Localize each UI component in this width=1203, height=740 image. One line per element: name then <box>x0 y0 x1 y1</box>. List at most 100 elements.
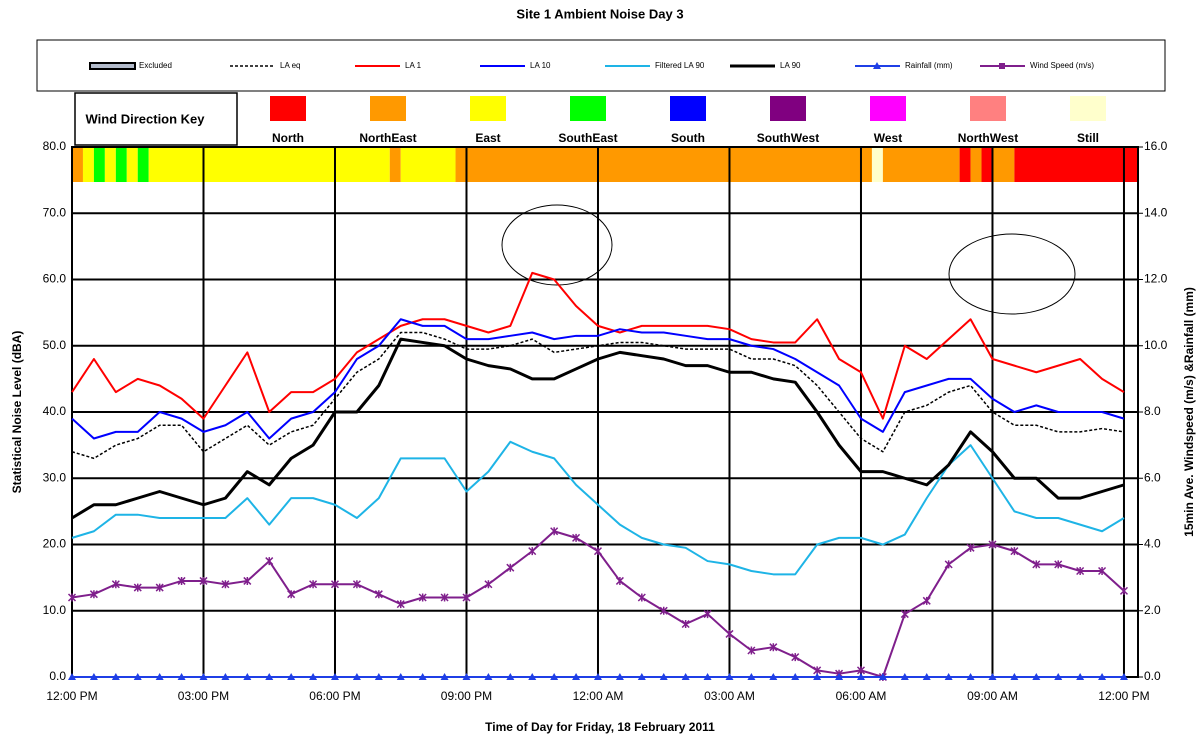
legend-box <box>36 39 1166 92</box>
wind-speed-marker <box>330 580 340 589</box>
wind-speed-marker <box>747 646 756 655</box>
rainfall-marker <box>769 673 778 680</box>
wind-speed-marker <box>352 580 361 589</box>
legend-label: LA 10 <box>530 61 551 70</box>
rainfall-marker <box>922 673 931 680</box>
x-tick-label: 06:00 PM <box>309 689 360 703</box>
wind-speed-marker <box>900 610 909 619</box>
y-tick-label: 30.0 <box>43 470 67 484</box>
wind-direction-segment <box>882 147 960 182</box>
rainfall-marker <box>944 673 953 680</box>
wind-direction-segment <box>992 147 1015 182</box>
rainfall-marker <box>813 673 822 680</box>
y2-tick-label: 2.0 <box>1144 603 1161 617</box>
wind-speed-marker <box>155 583 164 592</box>
rainfall-marker <box>988 673 997 680</box>
legend-marker <box>999 63 1005 69</box>
rainfall-marker <box>681 673 690 680</box>
wind-speed-marker <box>396 600 405 609</box>
wind-speed-marker <box>418 593 427 602</box>
wind-speed-marker <box>506 563 515 572</box>
wind-key-label: SouthWest <box>757 131 819 145</box>
wind-direction-segment <box>72 147 83 182</box>
wind-speed-marker <box>133 583 142 592</box>
wind-key-label: Still <box>1077 131 1099 145</box>
rainfall-marker <box>878 673 887 680</box>
legend-label: Rainfall (mm) <box>905 61 953 70</box>
wind-direction-segment <box>981 147 993 182</box>
y-axis-title: Statistical Noise Level (dBA) <box>10 331 24 494</box>
rainfall-marker <box>462 673 471 680</box>
wind-speed-marker <box>199 576 208 585</box>
wind-key-swatch <box>370 96 406 121</box>
wind-key-swatch <box>570 96 606 121</box>
rainfall-marker <box>396 673 405 680</box>
wind-speed-marker <box>944 560 953 569</box>
wind-key-label: South <box>671 131 705 145</box>
y2-tick-label: 6.0 <box>1144 470 1161 484</box>
x-tick-label: 03:00 PM <box>178 689 229 703</box>
wind-direction-segment <box>389 147 401 182</box>
rainfall-marker <box>111 673 120 680</box>
wind-speed-marker <box>177 576 186 585</box>
rainfall-marker <box>1054 673 1063 680</box>
rainfall-marker <box>1032 673 1041 680</box>
rainfall-marker <box>659 673 668 680</box>
x-axis-title: Time of Day for Friday, 18 February 2011 <box>485 720 715 734</box>
x-tick-label: 12:00 PM <box>46 689 97 703</box>
y-tick-label: 50.0 <box>43 338 67 352</box>
x-tick-label: 12:00 PM <box>1098 689 1149 703</box>
rainfall-marker <box>352 673 361 680</box>
wind-key-label: East <box>475 131 500 145</box>
wind-key-swatch <box>1070 96 1106 121</box>
series-line <box>71 318 1125 440</box>
x-tick-label: 09:00 PM <box>441 689 492 703</box>
wind-speed-marker <box>988 540 997 549</box>
wind-direction-segment <box>1014 147 1138 182</box>
chart-title: Site 1 Ambient Noise Day 3 <box>516 6 683 21</box>
wind-speed-marker <box>637 593 646 602</box>
wind-direction-segment <box>959 147 971 182</box>
annotation-ellipse <box>501 204 613 286</box>
y2-tick-label: 12.0 <box>1144 272 1168 286</box>
rainfall-marker <box>155 673 164 680</box>
wind-direction-segment <box>400 147 456 182</box>
rainfall-marker <box>550 673 559 680</box>
rainfall-marker <box>1010 673 1019 680</box>
rainfall-marker <box>835 673 844 680</box>
wind-speed-marker <box>703 610 712 619</box>
y-tick-label: 60.0 <box>43 272 67 286</box>
annotation-ellipse <box>948 233 1076 315</box>
wind-direction-segment <box>970 147 982 182</box>
wind-key-label: NorthEast <box>359 131 416 145</box>
x-tick-label: 12:00 AM <box>573 689 624 703</box>
y2-axis-title: 15min Ave. Windspeed (m/s) &Rainfall (mm… <box>1182 287 1196 537</box>
wind-direction-segment <box>126 147 138 182</box>
rainfall-marker <box>374 673 383 680</box>
wind-speed-marker <box>221 580 230 589</box>
rainfall-marker <box>966 673 975 680</box>
y2-tick-label: 8.0 <box>1144 404 1161 418</box>
rainfall-marker <box>68 673 76 680</box>
y-tick-label: 10.0 <box>43 603 67 617</box>
wind-direction-segment <box>137 147 149 182</box>
wind-key-swatch <box>970 96 1006 121</box>
wind-speed-marker <box>243 576 252 585</box>
y2-tick-label: 10.0 <box>1144 338 1168 352</box>
wind-key-label: North <box>272 131 304 145</box>
rainfall-marker <box>89 673 98 680</box>
wind-speed-marker <box>1054 560 1063 569</box>
wind-key-box <box>74 92 238 146</box>
rainfall-marker <box>221 673 230 680</box>
wind-speed-marker <box>769 643 778 652</box>
wind-key-swatch <box>470 96 506 121</box>
rainfall-marker <box>637 673 646 680</box>
rainfall-marker <box>484 673 493 680</box>
wind-speed-marker <box>791 653 800 662</box>
rainfall-marker <box>440 673 449 680</box>
rainfall-marker <box>900 673 909 680</box>
rainfall-marker <box>747 673 756 680</box>
wind-speed-marker <box>309 580 318 589</box>
wind-speed-marker <box>528 547 537 556</box>
